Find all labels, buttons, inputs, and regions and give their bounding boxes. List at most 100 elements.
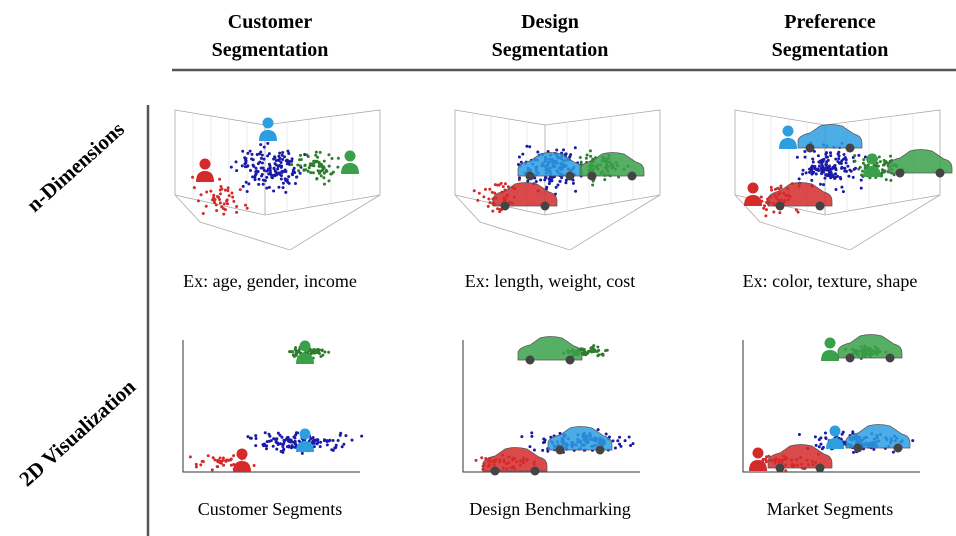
car-wheel	[893, 443, 903, 453]
point	[227, 194, 231, 198]
point	[305, 153, 309, 157]
point	[322, 159, 326, 163]
point	[279, 450, 283, 454]
person-icon	[296, 353, 314, 364]
point	[861, 169, 865, 173]
point	[280, 435, 284, 439]
point	[261, 182, 265, 186]
point	[210, 468, 214, 472]
point	[814, 443, 818, 447]
car-icon	[837, 334, 903, 359]
point	[480, 456, 484, 460]
point	[273, 155, 277, 159]
point	[309, 171, 313, 175]
point	[828, 151, 832, 155]
point	[803, 155, 807, 159]
car-wheel	[627, 171, 637, 181]
point	[267, 172, 271, 176]
point	[819, 182, 823, 186]
point	[588, 149, 592, 153]
point	[824, 162, 828, 166]
point	[288, 350, 292, 354]
point	[767, 454, 771, 458]
point	[829, 154, 833, 158]
point	[528, 145, 532, 149]
point	[267, 439, 271, 443]
point	[299, 157, 303, 161]
car-wheel	[525, 355, 535, 365]
person-icon	[749, 460, 767, 471]
point	[324, 169, 328, 173]
point	[816, 167, 820, 171]
point	[287, 445, 291, 449]
point	[272, 166, 276, 170]
person-icon	[863, 166, 881, 177]
point	[263, 431, 267, 435]
point	[289, 440, 293, 444]
car-wheel	[815, 463, 825, 473]
point	[298, 153, 302, 157]
point	[811, 160, 815, 164]
car-wheel	[805, 143, 815, 153]
point	[316, 350, 320, 354]
car-wheel	[885, 353, 895, 363]
point	[821, 164, 825, 168]
point	[267, 162, 271, 166]
point	[273, 162, 277, 166]
point	[336, 439, 340, 443]
point	[882, 158, 886, 162]
car-wheel	[815, 201, 825, 211]
point	[519, 160, 523, 164]
point	[503, 182, 507, 186]
point	[837, 161, 841, 165]
car-icon	[767, 444, 833, 469]
point	[588, 349, 592, 353]
point	[564, 152, 568, 156]
point	[282, 447, 286, 451]
person-icon	[233, 461, 251, 472]
point	[234, 160, 238, 164]
car-wheel	[530, 466, 540, 476]
axes-floor	[734, 194, 941, 251]
car-icon	[797, 124, 863, 149]
point	[293, 171, 297, 175]
point	[254, 166, 258, 170]
point	[543, 438, 547, 442]
point	[574, 189, 578, 193]
point	[861, 161, 865, 165]
point	[330, 156, 334, 160]
point	[884, 178, 888, 182]
point	[311, 436, 315, 440]
point	[817, 160, 821, 164]
point	[834, 187, 838, 191]
point	[244, 180, 248, 184]
point	[859, 186, 863, 190]
point	[284, 159, 288, 163]
point	[212, 193, 216, 197]
point	[556, 183, 560, 187]
point	[611, 439, 615, 443]
point	[294, 352, 298, 356]
point	[794, 208, 798, 212]
point	[763, 204, 767, 208]
point	[283, 155, 287, 159]
point	[265, 440, 269, 444]
point	[253, 175, 257, 179]
point	[498, 210, 502, 214]
car-wheel	[935, 168, 945, 178]
point	[548, 180, 552, 184]
axes-2d	[182, 340, 360, 473]
caption: Ex: length, weight, cost	[465, 271, 635, 291]
point	[248, 169, 252, 173]
point	[267, 152, 271, 156]
point	[194, 465, 198, 469]
point	[836, 174, 840, 178]
point	[796, 210, 800, 214]
point	[797, 177, 801, 181]
point	[314, 153, 318, 157]
point	[287, 181, 291, 185]
person-icon	[344, 150, 356, 162]
car-wheel	[490, 466, 500, 476]
point	[286, 149, 290, 153]
point	[542, 441, 546, 445]
